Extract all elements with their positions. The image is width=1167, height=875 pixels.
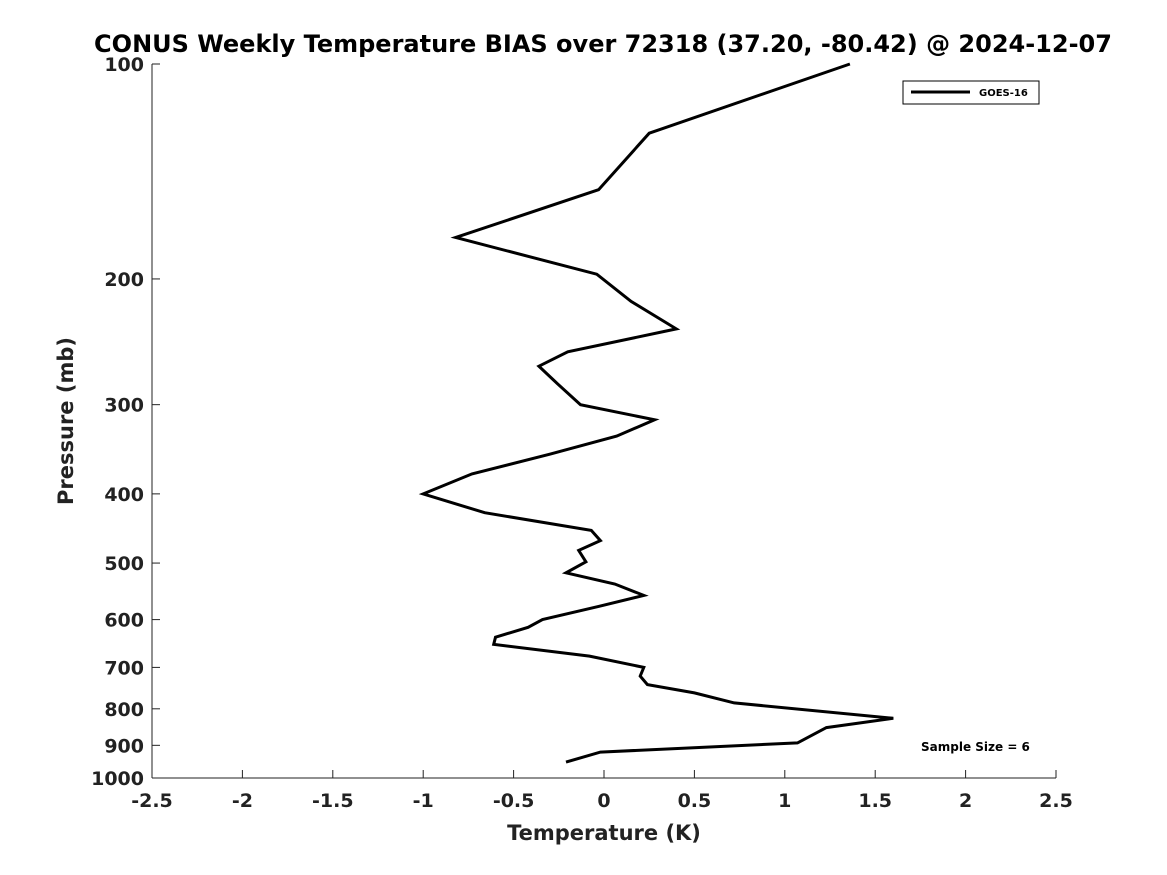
x-tick-label: 0 [597,790,610,812]
legend: GOES-16 [902,80,1040,105]
x-tick-label: -1.5 [312,790,354,812]
legend-box [902,80,1040,105]
x-tick-label: 2.5 [1039,790,1073,812]
y-tick-label: 100 [104,54,144,76]
y-axis-ticks: 100 200 300 400 500 600 700 800 900 1000 [91,54,160,790]
sample-size-annotation: Sample Size = 6 [921,740,1030,754]
y-tick-label: 700 [104,657,144,679]
chart-title: CONUS Weekly Temperature BIAS over 72318… [94,30,1112,58]
y-tick-label: 200 [104,269,144,291]
legend-label-goes-16: GOES-16 [979,88,1028,99]
y-axis-label: Pressure (mb) [54,337,78,505]
y-tick-label: 300 [104,395,144,417]
series-line-goes-16 [418,62,894,764]
y-tick-label: 600 [104,610,144,632]
x-tick-label: -2 [232,790,253,812]
x-axis-ticks: -2.5 -2 -1.5 -1 -0.5 0 0.5 1 1.5 2 2.5 [131,770,1073,812]
x-tick-label: -1 [413,790,434,812]
y-tick-label: 500 [104,553,144,575]
y-tick-label: 400 [104,484,144,506]
x-axis-label: Temperature (K) [507,821,701,845]
series-layer [418,62,894,764]
y-tick-label: 800 [104,699,144,721]
x-tick-label: -2.5 [131,790,173,812]
y-tick-label: 1000 [91,768,144,790]
plot-area [151,64,1056,779]
x-tick-label: -0.5 [493,790,535,812]
y-tick-label: 900 [104,735,144,757]
x-tick-label: 0.5 [678,790,712,812]
x-tick-label: 1 [778,790,791,812]
x-tick-label: 1.5 [858,790,892,812]
x-tick-label: 2 [959,790,972,812]
